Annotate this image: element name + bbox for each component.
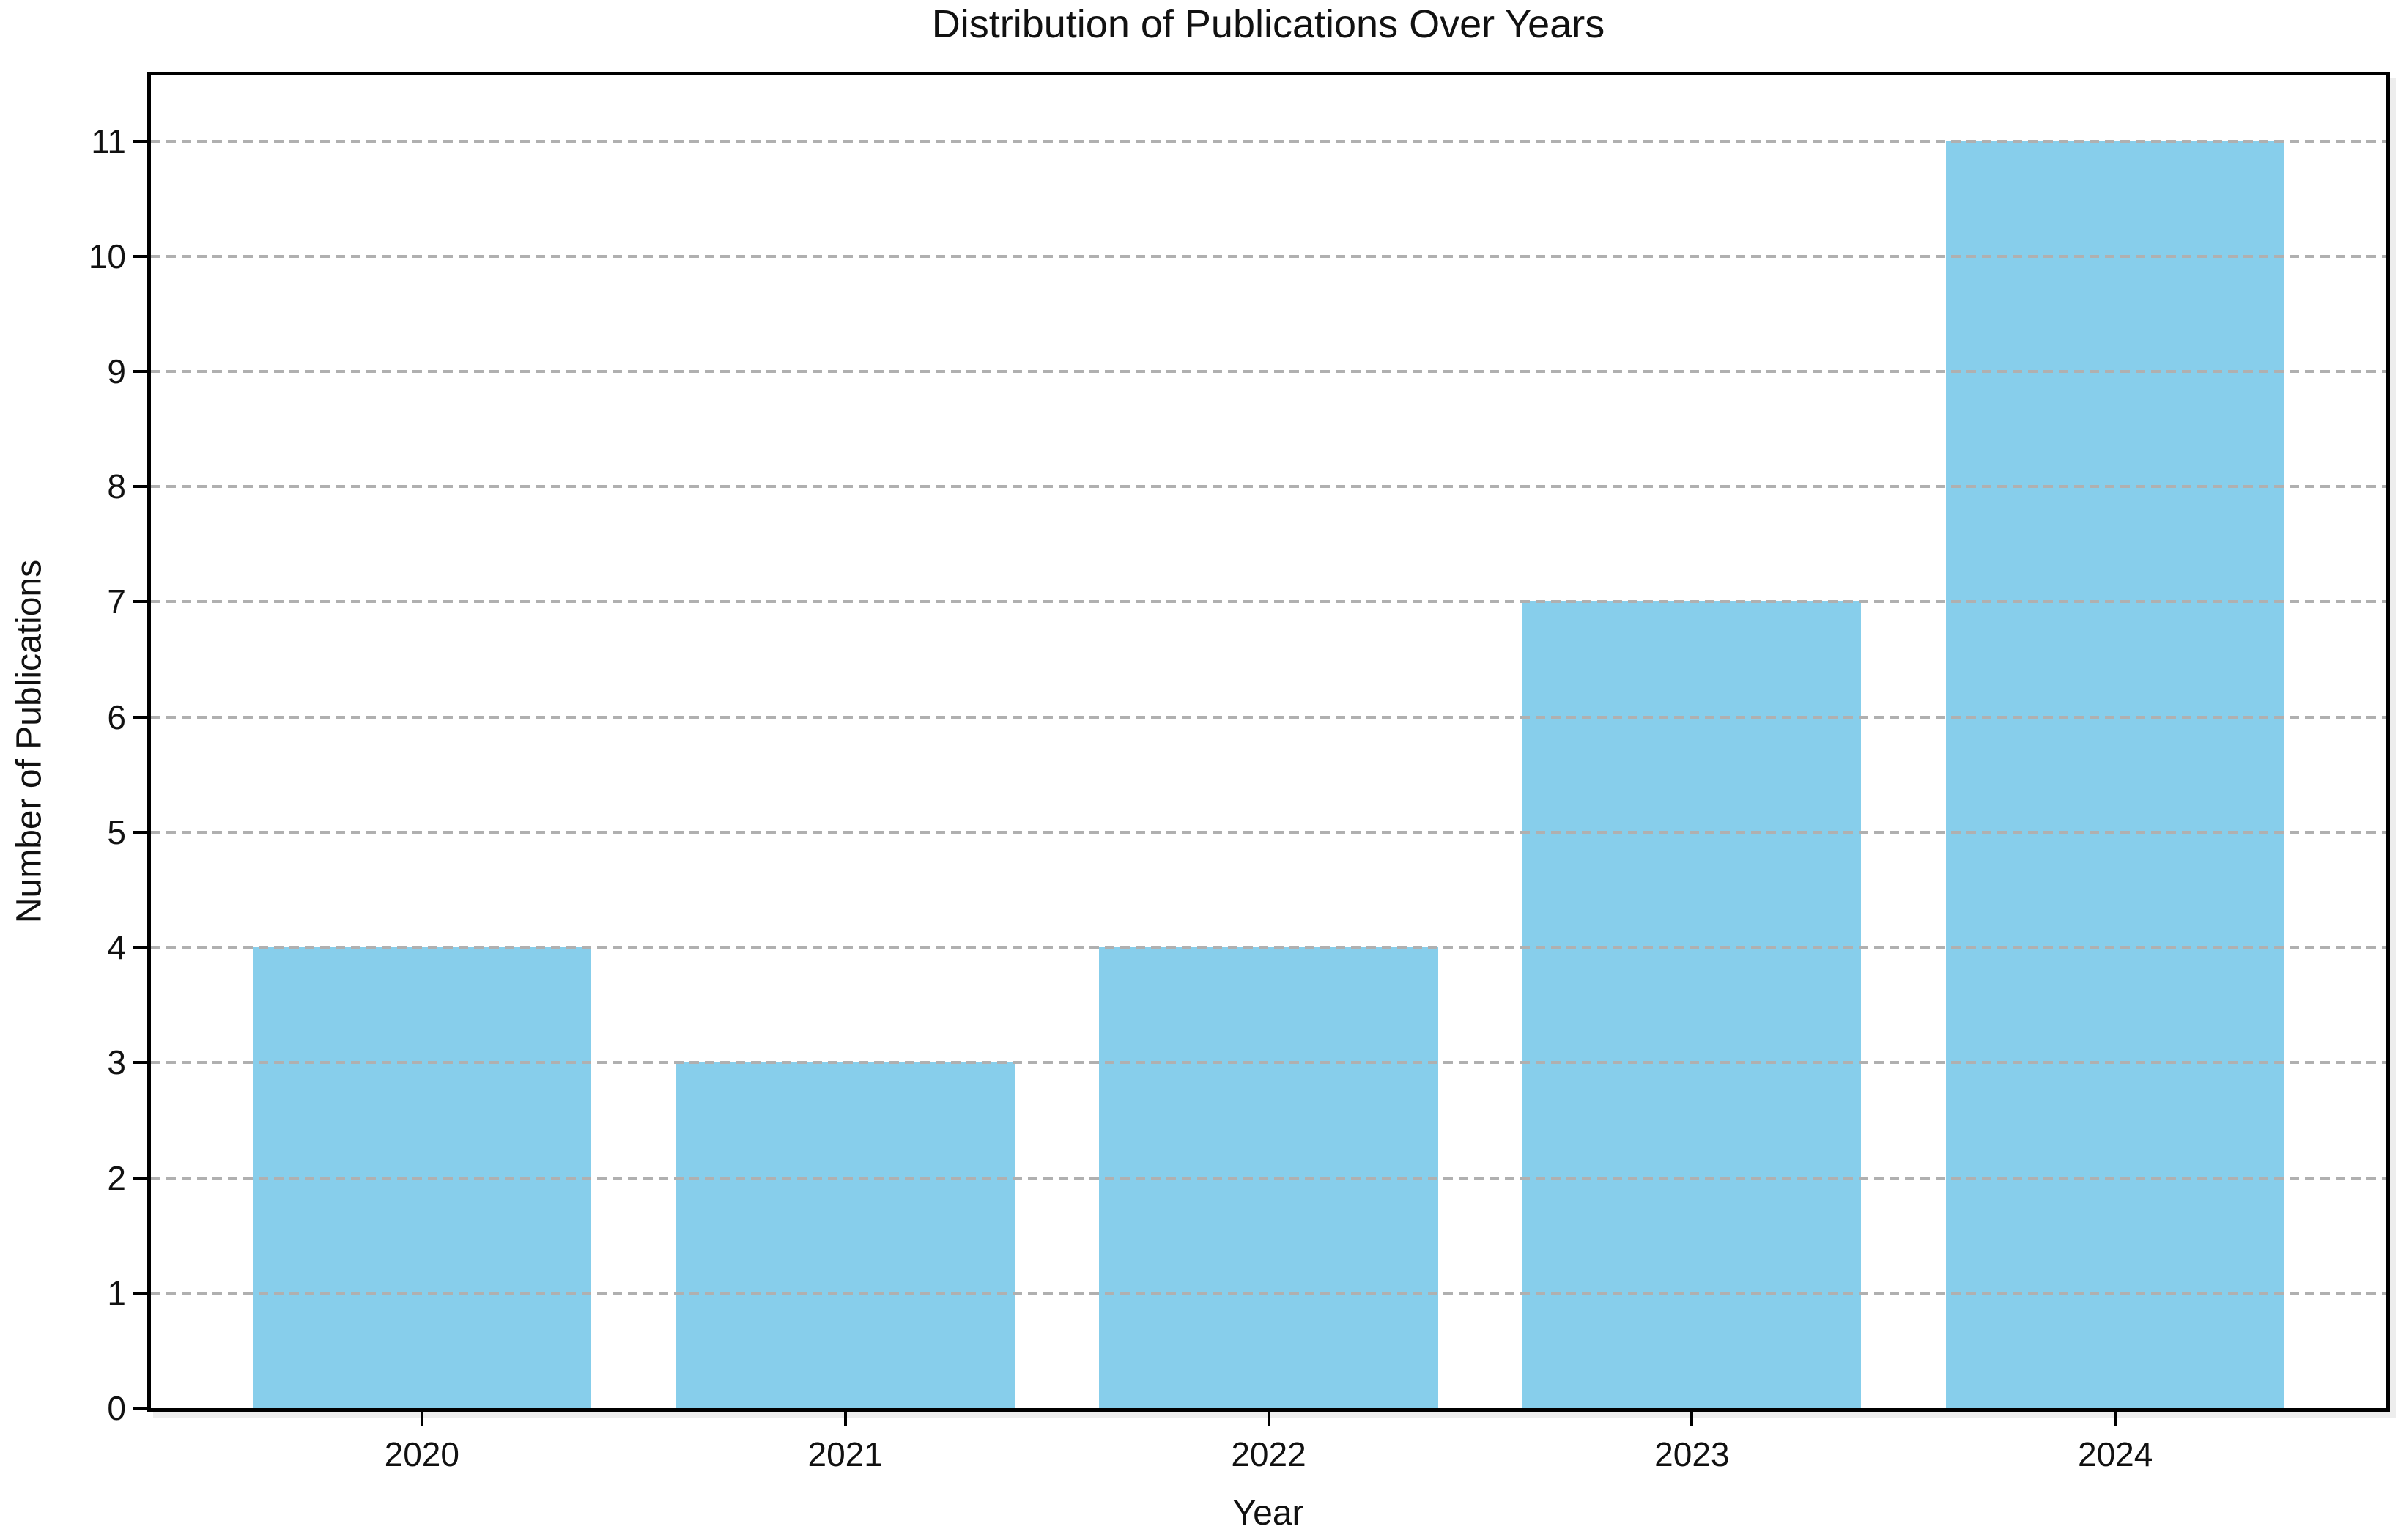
x-tick-mark-2022 [1267,1408,1270,1426]
y-tick-label-4: 4 [107,928,126,967]
x-tick-mark-2020 [420,1408,423,1426]
bar-2024 [1946,141,2285,1408]
gridline-9 [151,370,2386,374]
y-tick-label-2: 2 [107,1158,126,1197]
y-tick-mark-6 [133,715,151,719]
gridline-11 [151,139,2386,143]
gridline-7 [151,600,2386,604]
x-tick-label-2021: 2021 [807,1435,883,1473]
x-tick-label-2022: 2022 [1231,1435,1306,1473]
y-tick-label-11: 11 [91,122,126,160]
y-tick-label-3: 3 [107,1043,126,1082]
y-tick-label-6: 6 [107,697,126,736]
gridline-5 [151,830,2386,834]
y-tick-label-8: 8 [107,467,126,506]
y-tick-mark-7 [133,600,151,604]
gridline-8 [151,485,2386,489]
gridline-2 [151,1176,2386,1180]
y-tick-mark-9 [133,370,151,374]
y-tick-mark-10 [133,254,151,258]
y-tick-label-9: 9 [107,352,126,391]
gridline-10 [151,254,2386,258]
x-tick-label-2023: 2023 [1654,1435,1730,1473]
x-tick-mark-2023 [1690,1408,1694,1426]
y-tick-label-0: 0 [107,1389,126,1427]
x-axis-label: Year [1232,1494,1304,1533]
chart-title: Distribution of Publications Over Years [931,2,1605,46]
y-tick-mark-2 [133,1176,151,1180]
y-tick-label-7: 7 [107,582,126,621]
y-tick-mark-3 [133,1061,151,1065]
gridline-3 [151,1061,2386,1065]
y-tick-label-1: 1 [107,1273,126,1312]
bar-2023 [1522,601,1862,1408]
y-tick-mark-8 [133,485,151,489]
x-tick-label-2024: 2024 [2078,1435,2153,1473]
bar-2021 [676,1062,1015,1408]
y-tick-label-5: 5 [107,812,126,851]
y-tick-label-10: 10 [88,237,126,275]
gridline-1 [151,1291,2386,1295]
x-tick-mark-2021 [843,1408,847,1426]
gridline-4 [151,946,2386,949]
y-tick-mark-4 [133,946,151,949]
gridline-6 [151,715,2386,719]
x-tick-label-2020: 2020 [384,1435,459,1473]
y-tick-mark-1 [133,1291,151,1295]
y-tick-mark-11 [133,139,151,143]
y-tick-mark-0 [133,1407,151,1410]
y-tick-mark-5 [133,830,151,834]
plot-area [147,72,2390,1412]
x-tick-mark-2024 [2114,1408,2117,1426]
